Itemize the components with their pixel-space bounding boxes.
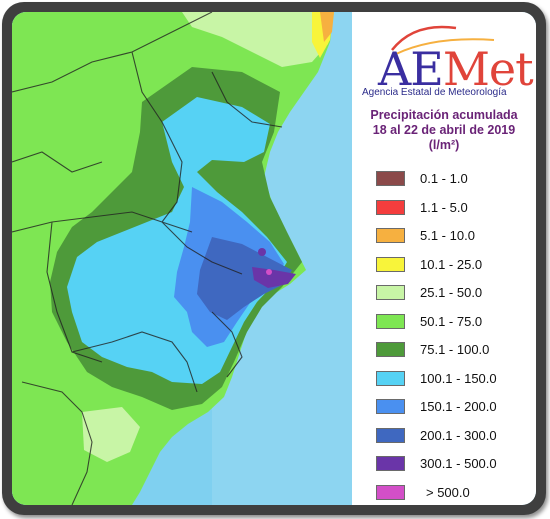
- legend-item: 100.1 - 150.0: [376, 370, 536, 388]
- aemet-logo: AEMet: [374, 22, 534, 92]
- logo-primary: AE: [378, 42, 444, 96]
- land-300-500: [252, 267, 296, 288]
- legend-label: 1.1 - 5.0: [420, 199, 468, 215]
- land-200-300: [197, 237, 292, 320]
- legend-item: 0.1 - 1.0: [376, 170, 536, 188]
- title-unit: (l/m²): [428, 138, 460, 152]
- border-lines: [12, 12, 283, 505]
- logo-subtitle: Agencia Estatal de Meteorología: [362, 87, 507, 98]
- land-over-500-spot: [266, 269, 272, 275]
- title-line-2: 18 al 22 de abril de 2019: [372, 123, 516, 137]
- legend-label: 150.1 - 200.0: [420, 399, 497, 414]
- legend-swatch: [376, 427, 405, 443]
- legend-swatch: [376, 228, 405, 243]
- map-container: AEMet Agencia Estatal de Meteorología Pr…: [12, 12, 536, 505]
- land-25-50-north: [182, 12, 334, 67]
- legend-swatch: [376, 313, 405, 329]
- legend-swatch: [376, 285, 405, 300]
- legend-label: 50.1 - 75.0: [420, 313, 483, 329]
- legend-swatch: [376, 256, 405, 272]
- legend-item: 150.1 - 200.0: [376, 398, 536, 416]
- legend-swatch: [376, 342, 405, 357]
- legend-item: 1.1 - 5.0: [376, 199, 536, 217]
- land-25-50-south: [82, 407, 140, 462]
- legend-label: 200.1 - 300.0: [420, 427, 497, 443]
- legend-label: 5.1 - 10.0: [420, 228, 475, 243]
- legend-panel: AEMet Agencia Estatal de Meteorología Pr…: [352, 12, 536, 505]
- map-frame: AEMet Agencia Estatal de Meteorología Pr…: [2, 2, 546, 515]
- legend-label: > 500.0: [426, 484, 470, 500]
- legend-swatch: [376, 370, 405, 386]
- legend-swatch: [376, 456, 405, 471]
- legend-label: 75.1 - 100.0: [420, 342, 490, 357]
- legend-item: 50.1 - 75.0: [376, 313, 536, 331]
- legend-label: 300.1 - 500.0: [420, 456, 497, 471]
- title-line-1: Precipitación acumulada: [370, 108, 518, 122]
- legend-swatch: [376, 399, 405, 414]
- legend-item: 10.1 - 25.0: [376, 256, 536, 274]
- legend-item: > 500.0: [376, 484, 536, 502]
- logo-secondary: Met: [442, 42, 534, 96]
- legend-item: 300.1 - 500.0: [376, 455, 536, 473]
- legend-item: 5.1 - 10.0: [376, 227, 536, 245]
- legend-label: 25.1 - 50.0: [420, 285, 483, 300]
- legend-label: 0.1 - 1.0: [420, 171, 468, 186]
- precipitation-map: [12, 12, 352, 505]
- legend-label: 10.1 - 25.0: [420, 256, 483, 272]
- legend-label: 100.1 - 150.0: [420, 370, 497, 386]
- land-300-500-spot: [258, 248, 266, 256]
- legend-swatch: [376, 484, 405, 500]
- logo-wordmark: AEMet: [378, 46, 534, 92]
- legend-swatch: [376, 171, 405, 186]
- map-title: Precipitación acumulada 18 al 22 de abri…: [352, 108, 536, 153]
- legend-item: 75.1 - 100.0: [376, 341, 536, 359]
- legend-item: 25.1 - 50.0: [376, 284, 536, 302]
- land-5-10: [320, 12, 334, 42]
- logo-swoosh-icon: [391, 25, 495, 55]
- legend-swatch: [376, 199, 405, 215]
- legend-item: 200.1 - 300.0: [376, 427, 536, 445]
